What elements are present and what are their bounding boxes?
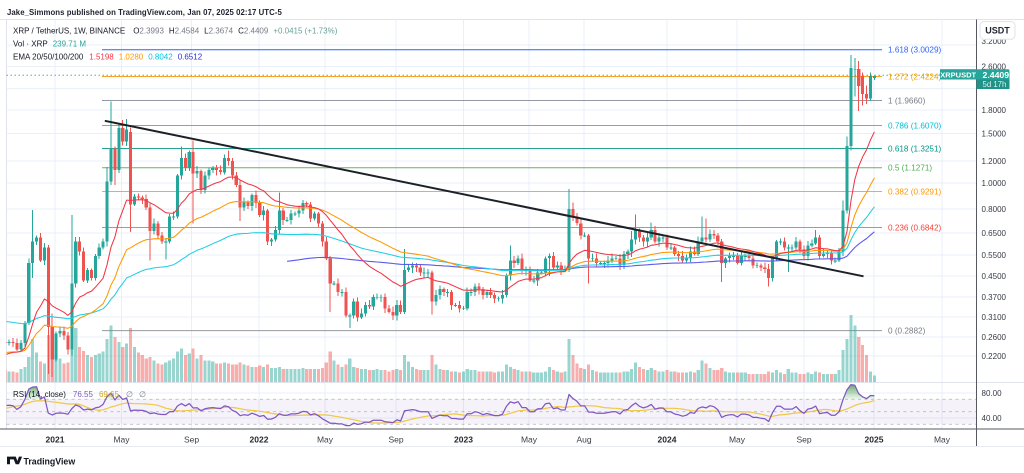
svg-text:0.3100: 0.3100 — [982, 313, 1007, 322]
svg-text:2025: 2025 — [865, 435, 884, 445]
svg-text:0.618 (1.3251): 0.618 (1.3251) — [888, 144, 942, 153]
svg-text:1.2000: 1.2000 — [982, 157, 1007, 166]
svg-text:0.6500: 0.6500 — [982, 229, 1007, 238]
svg-text:Aug: Aug — [576, 435, 591, 445]
svg-text:5d 17h: 5d 17h — [983, 80, 1007, 89]
svg-text:0.2600: 0.2600 — [982, 333, 1007, 342]
svg-text:0 (0.2882): 0 (0.2882) — [888, 326, 926, 335]
svg-text:1.5000: 1.5000 — [982, 129, 1007, 138]
svg-text:USDT: USDT — [985, 26, 1010, 36]
svg-text:2023: 2023 — [454, 435, 473, 445]
svg-text:2024: 2024 — [658, 435, 677, 445]
svg-text:2.4409: 2.4409 — [983, 70, 1010, 80]
svg-text:0.3700: 0.3700 — [982, 293, 1007, 302]
svg-text:May: May — [521, 435, 538, 445]
svg-text:0.4500: 0.4500 — [982, 272, 1007, 281]
svg-text:0.8000: 0.8000 — [982, 205, 1007, 214]
svg-text:0.5 (1.1271): 0.5 (1.1271) — [888, 164, 932, 173]
svg-text:2.6000: 2.6000 — [982, 62, 1007, 71]
svg-text:0.5500: 0.5500 — [982, 251, 1007, 260]
svg-text:1.0000: 1.0000 — [982, 179, 1007, 188]
svg-text:Jake_Simmons published on Trad: Jake_Simmons published on TradingView.co… — [7, 8, 282, 17]
svg-text:3.2000: 3.2000 — [982, 37, 1007, 46]
svg-text:May: May — [317, 435, 334, 445]
svg-text:May: May — [729, 435, 746, 445]
svg-text:May: May — [113, 435, 130, 445]
svg-text:40.00: 40.00 — [982, 414, 1003, 423]
svg-text:0.786 (1.6070): 0.786 (1.6070) — [888, 121, 942, 130]
svg-text:1.618 (3.0029): 1.618 (3.0029) — [888, 46, 942, 55]
svg-text:1.272 (2.4224): 1.272 (2.4224) — [888, 72, 942, 81]
svg-text:TradingView: TradingView — [24, 456, 76, 466]
svg-text:1 (1.9660): 1 (1.9660) — [888, 96, 926, 105]
svg-text:Sep: Sep — [388, 435, 403, 445]
svg-text:Sep: Sep — [184, 435, 199, 445]
svg-text:2021: 2021 — [46, 435, 65, 445]
svg-text:May: May — [934, 435, 951, 445]
svg-text:0.382 (0.9291): 0.382 (0.9291) — [888, 187, 942, 196]
svg-text:XRPUSDT: XRPUSDT — [940, 70, 976, 79]
svg-text:80.00: 80.00 — [982, 389, 1003, 398]
svg-text:1.8000: 1.8000 — [982, 106, 1007, 115]
svg-text:Sep: Sep — [796, 435, 811, 445]
svg-text:2022: 2022 — [250, 435, 269, 445]
svg-text:0.2200: 0.2200 — [982, 352, 1007, 361]
svg-text:0.236 (0.6842): 0.236 (0.6842) — [888, 223, 942, 232]
